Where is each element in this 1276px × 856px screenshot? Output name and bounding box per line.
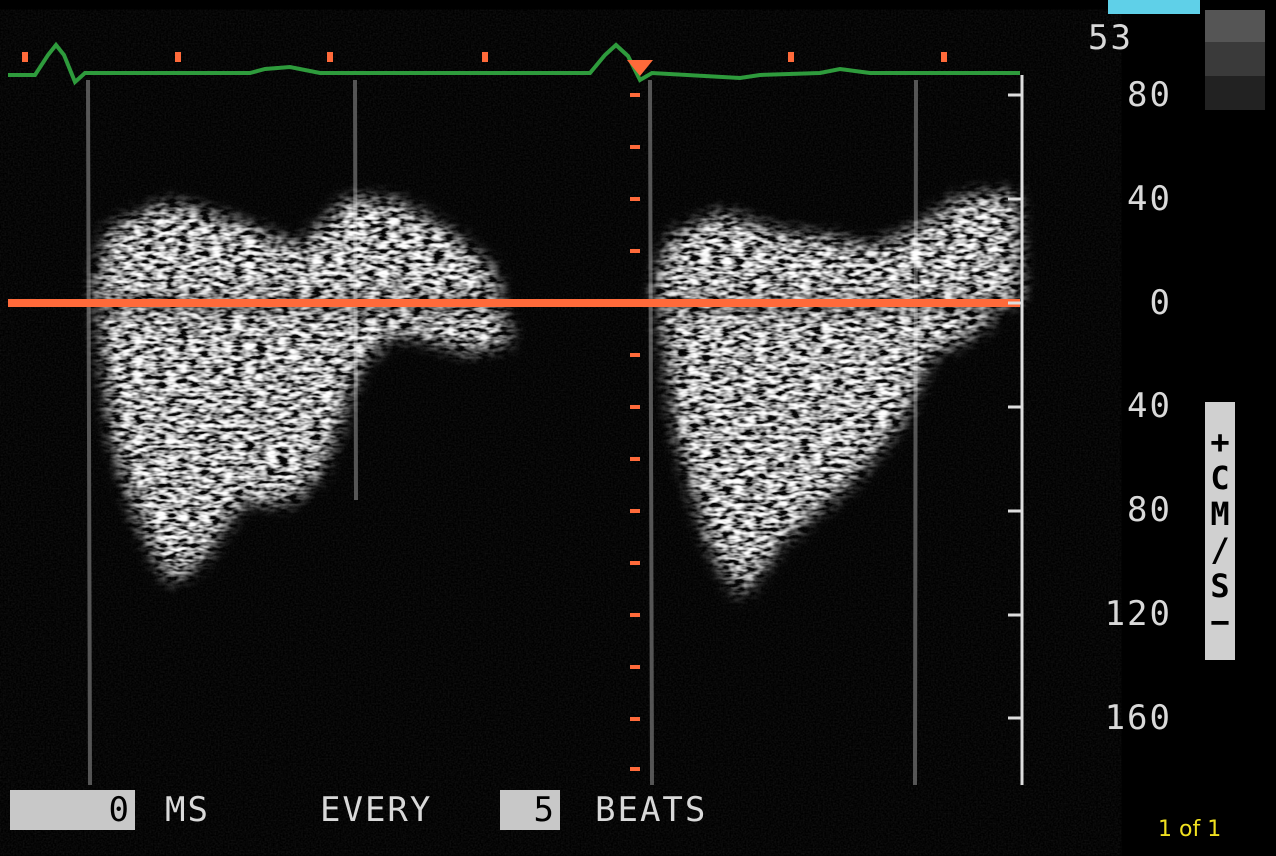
velocity-axis (1008, 75, 1024, 785)
page-indicator: 1 of 1 (1158, 817, 1222, 842)
velocity-label: 40 (1127, 178, 1172, 219)
spectrum (95, 195, 1018, 595)
unit-label: +CM/S− (1201, 402, 1239, 660)
delay-unit: MS (165, 790, 210, 830)
swatch (1205, 76, 1265, 110)
velocity-label: 80 (1127, 75, 1172, 115)
swatch (1205, 42, 1265, 76)
frame-rate: 53 (1088, 18, 1133, 58)
cursor-marker (627, 60, 653, 76)
velocity-label: 120 (1104, 594, 1172, 634)
swatch (1205, 10, 1265, 42)
velocity-label: 80 (1127, 490, 1172, 531)
baseline (8, 299, 1020, 307)
velocity-label: 0 (1149, 282, 1172, 323)
ecg-trace (8, 41, 1020, 86)
beats-label: BEATS (595, 790, 708, 830)
beats-value: 5 (500, 790, 560, 830)
velocity-label: 40 (1127, 386, 1172, 427)
velocity-label: 160 (1104, 697, 1172, 738)
time-markers (22, 52, 947, 76)
every-label: EVERY (320, 790, 433, 830)
status-bar (1108, 0, 1200, 14)
cursor-ticks (630, 93, 640, 771)
delay-value: 0 (10, 790, 135, 830)
